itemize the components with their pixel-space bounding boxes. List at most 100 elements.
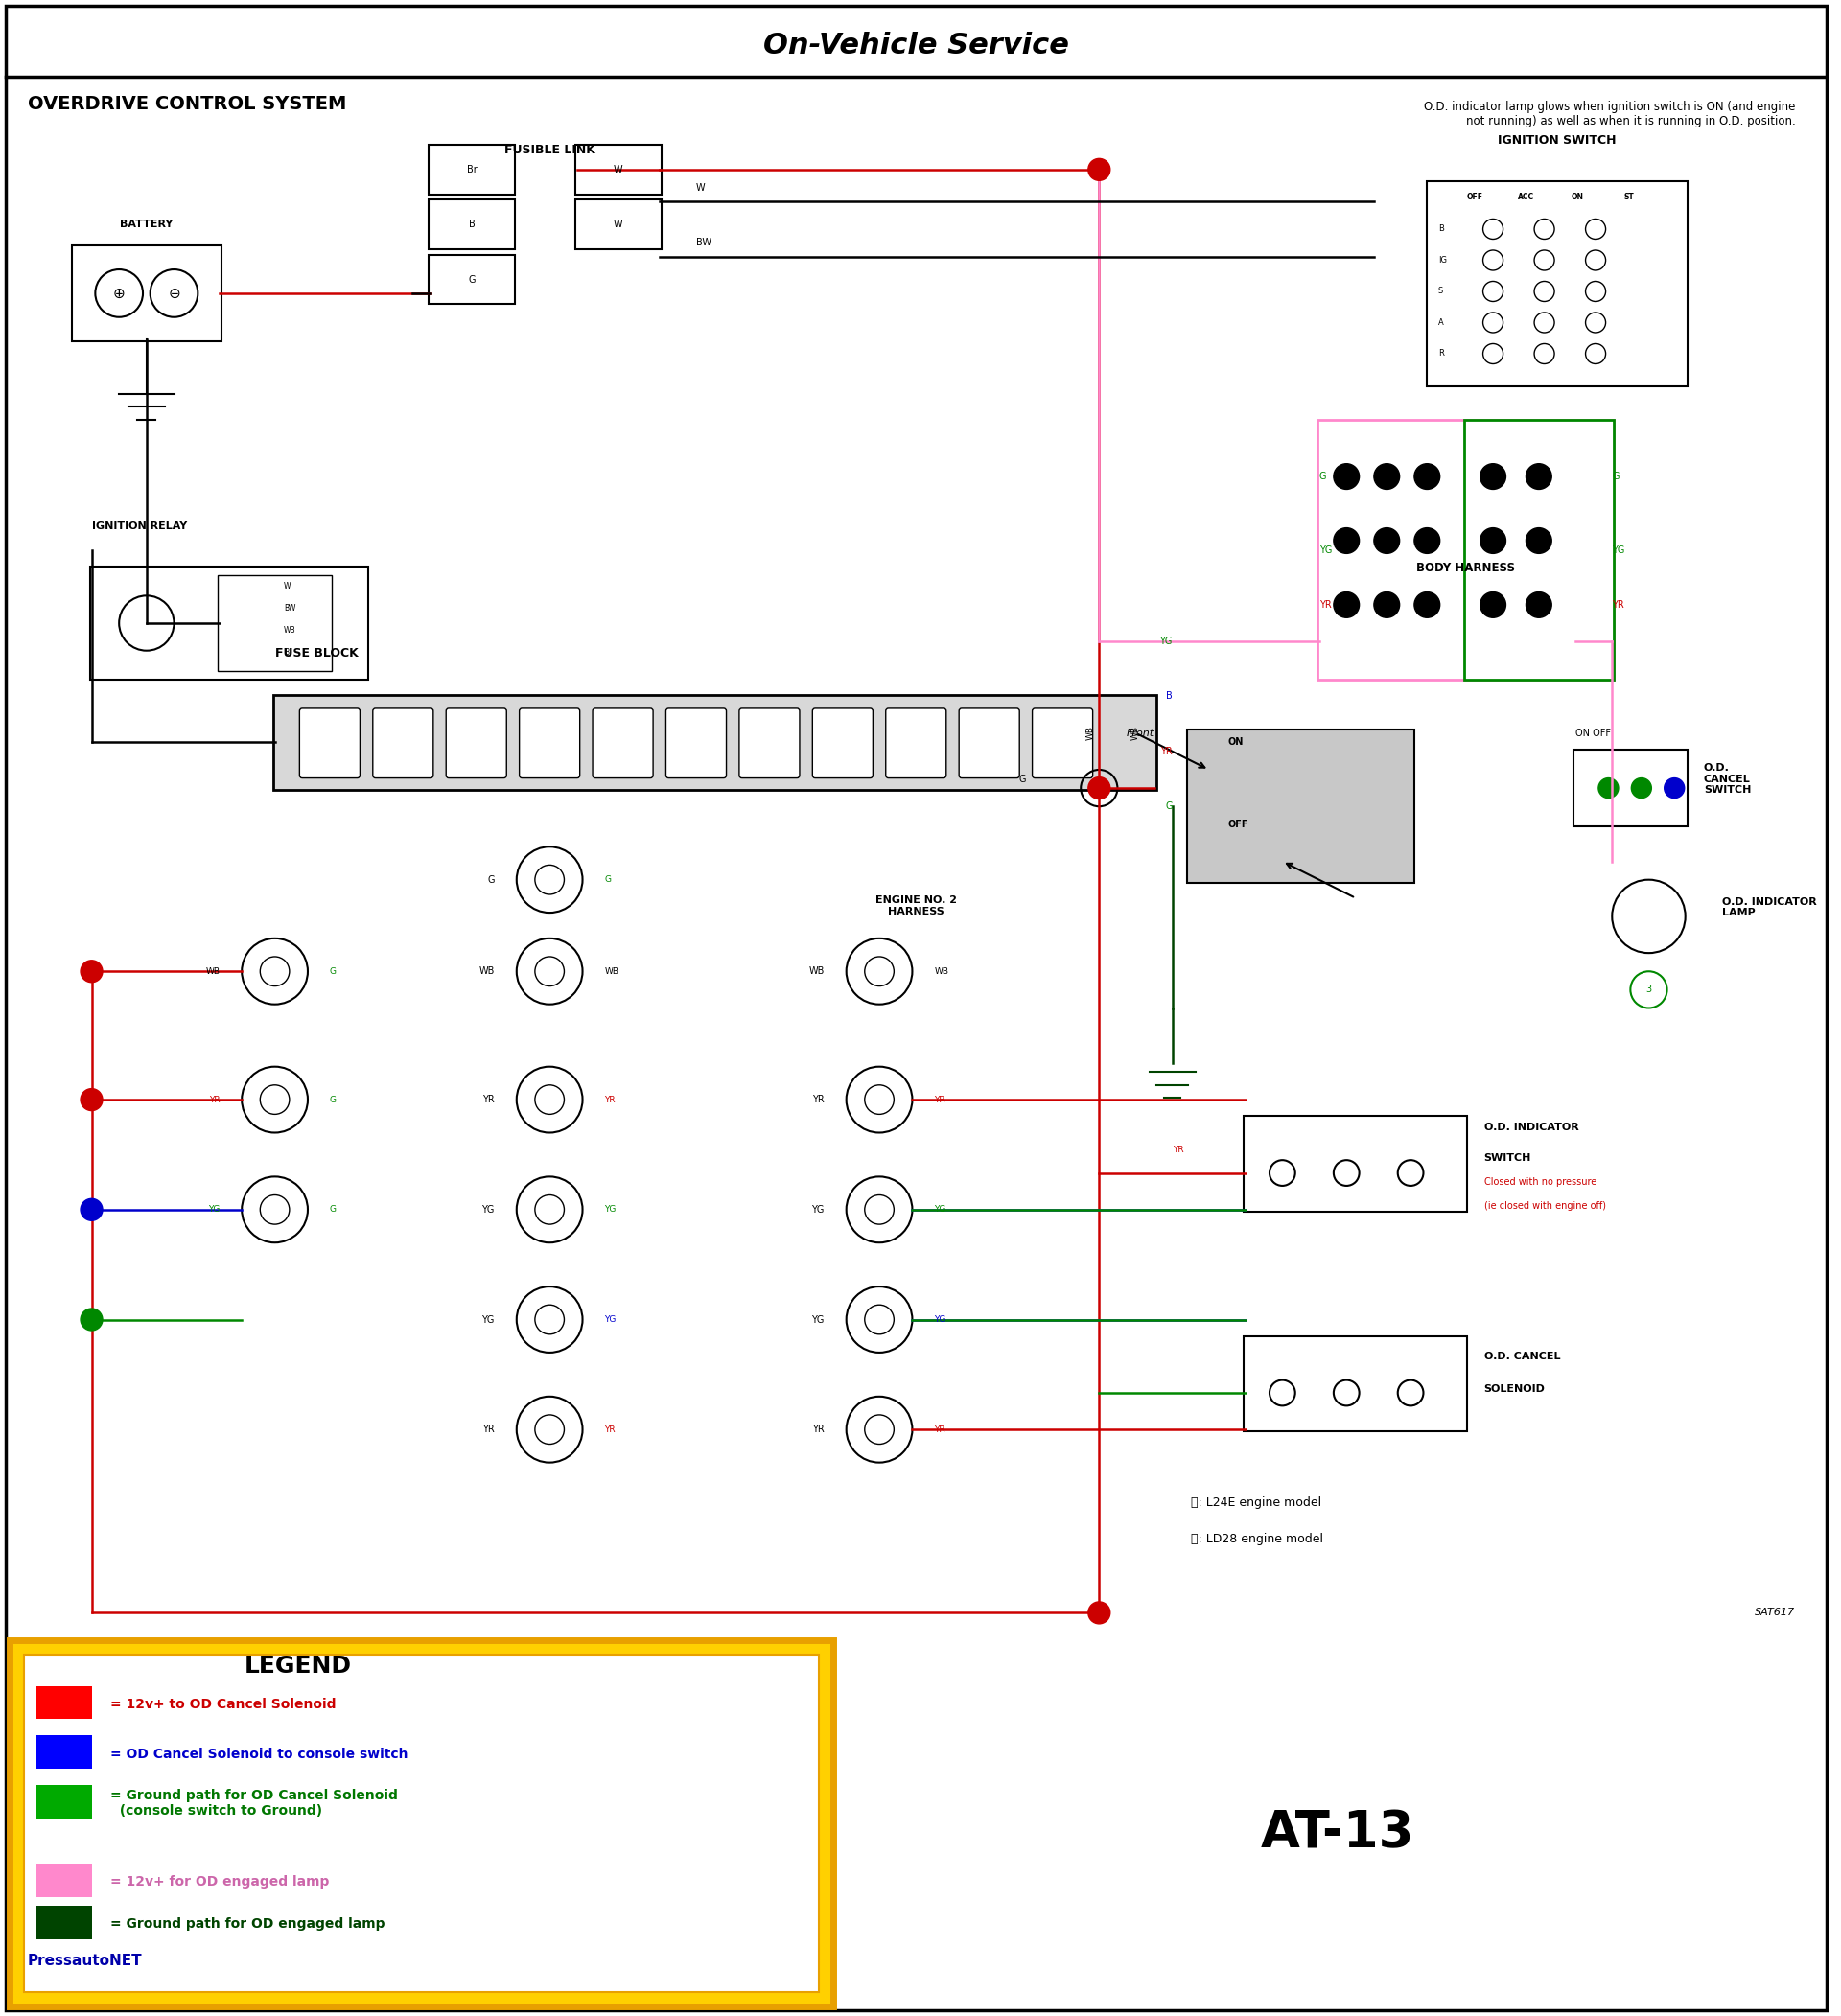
Text: YG: YG <box>482 1206 495 1214</box>
FancyBboxPatch shape <box>1316 419 1615 679</box>
FancyBboxPatch shape <box>886 708 946 778</box>
Text: YR: YR <box>482 1425 495 1433</box>
Text: WB: WB <box>206 968 219 976</box>
FancyBboxPatch shape <box>812 708 873 778</box>
Text: WB: WB <box>604 968 619 976</box>
Text: ON: ON <box>1570 192 1583 202</box>
Text: ⊕: ⊕ <box>112 286 125 300</box>
Text: YR: YR <box>482 1095 495 1105</box>
Text: W: W <box>613 220 622 230</box>
Text: YG: YG <box>1613 544 1626 554</box>
Text: ACC: ACC <box>1517 192 1534 202</box>
Circle shape <box>1088 1603 1110 1623</box>
Text: ST: ST <box>1624 192 1633 202</box>
FancyBboxPatch shape <box>666 708 727 778</box>
FancyBboxPatch shape <box>6 6 1826 2010</box>
Text: BODY HARNESS: BODY HARNESS <box>1416 562 1515 575</box>
FancyBboxPatch shape <box>593 708 654 778</box>
Circle shape <box>1664 778 1685 798</box>
Text: B: B <box>1165 691 1173 702</box>
Text: IG: IG <box>1438 256 1447 264</box>
Text: W: W <box>613 165 622 173</box>
Text: BATTERY: BATTERY <box>120 220 173 230</box>
Text: R: R <box>1438 349 1443 359</box>
Text: WB: WB <box>1086 726 1094 740</box>
Text: YR: YR <box>1318 601 1331 609</box>
FancyBboxPatch shape <box>24 1655 819 1992</box>
Text: YR: YR <box>1613 601 1624 609</box>
Text: Ⓡ: L24E engine model: Ⓡ: L24E engine model <box>1191 1496 1322 1510</box>
Text: YG: YG <box>933 1206 946 1214</box>
FancyBboxPatch shape <box>1427 181 1686 387</box>
FancyBboxPatch shape <box>37 1736 92 1768</box>
Text: B: B <box>1438 224 1443 234</box>
Text: AT-13: AT-13 <box>1261 1808 1414 1857</box>
Text: OFF: OFF <box>1228 821 1248 829</box>
Text: On-Vehicle Service: On-Vehicle Service <box>762 32 1070 60</box>
Text: YR: YR <box>208 1095 219 1105</box>
FancyBboxPatch shape <box>429 200 515 250</box>
Text: FUSIBLE LINK: FUSIBLE LINK <box>504 143 595 155</box>
Text: = 12v+ to OD Cancel Solenoid: = 12v+ to OD Cancel Solenoid <box>110 1697 335 1712</box>
Text: LEGEND: LEGEND <box>245 1655 352 1677</box>
Text: G: G <box>330 1206 337 1214</box>
Text: = Ground path for OD engaged lamp: = Ground path for OD engaged lamp <box>110 1917 385 1931</box>
Text: S: S <box>1438 286 1443 296</box>
Text: W: W <box>284 583 291 591</box>
Text: ENGINE NO. 2
HARNESS: ENGINE NO. 2 HARNESS <box>874 895 957 917</box>
Text: YG: YG <box>812 1314 825 1325</box>
Circle shape <box>1088 159 1110 181</box>
Text: Closed with no pressure: Closed with no pressure <box>1484 1177 1596 1187</box>
Text: YG: YG <box>208 1206 219 1214</box>
FancyBboxPatch shape <box>72 246 221 341</box>
Text: (ie closed with engine off): (ie closed with engine off) <box>1484 1202 1605 1212</box>
Text: = 12v+ for OD engaged lamp: = 12v+ for OD engaged lamp <box>110 1875 330 1889</box>
FancyBboxPatch shape <box>959 708 1020 778</box>
Text: = Ground path for OD Cancel Solenoid
  (console switch to Ground): = Ground path for OD Cancel Solenoid (co… <box>110 1788 398 1818</box>
FancyBboxPatch shape <box>446 708 506 778</box>
Circle shape <box>1526 464 1552 490</box>
Circle shape <box>1598 778 1618 798</box>
Circle shape <box>1414 528 1440 554</box>
Circle shape <box>1414 464 1440 490</box>
Text: YR: YR <box>933 1425 946 1433</box>
Circle shape <box>1333 528 1359 554</box>
Text: G: G <box>1018 774 1025 784</box>
Circle shape <box>81 1200 103 1220</box>
Text: 3: 3 <box>1646 986 1651 994</box>
Circle shape <box>1480 464 1506 490</box>
Text: YG: YG <box>1160 637 1173 647</box>
FancyBboxPatch shape <box>37 1905 92 1939</box>
Text: O.D. INDICATOR: O.D. INDICATOR <box>1484 1123 1578 1131</box>
Text: SAT617: SAT617 <box>1754 1609 1795 1617</box>
Text: A: A <box>1438 319 1443 327</box>
Text: ⓓ: LD28 engine model: ⓓ: LD28 engine model <box>1191 1534 1324 1546</box>
Circle shape <box>81 1308 103 1331</box>
Text: WB: WB <box>284 627 296 635</box>
Text: G: G <box>604 875 611 885</box>
FancyBboxPatch shape <box>1187 730 1414 883</box>
FancyBboxPatch shape <box>272 696 1156 790</box>
Text: YG: YG <box>812 1206 825 1214</box>
Circle shape <box>1373 593 1399 617</box>
Text: OFF: OFF <box>1467 192 1482 202</box>
FancyBboxPatch shape <box>519 708 580 778</box>
Circle shape <box>1526 528 1552 554</box>
FancyBboxPatch shape <box>9 1641 834 2006</box>
Text: YR: YR <box>812 1425 825 1433</box>
Text: G: G <box>468 274 475 284</box>
Text: ON OFF: ON OFF <box>1576 728 1611 738</box>
FancyBboxPatch shape <box>300 708 361 778</box>
Text: YG: YG <box>482 1314 495 1325</box>
Circle shape <box>1088 776 1110 798</box>
FancyBboxPatch shape <box>37 1685 92 1720</box>
FancyBboxPatch shape <box>37 1784 92 1818</box>
Text: W: W <box>696 183 705 192</box>
Circle shape <box>1373 528 1399 554</box>
Text: SWITCH: SWITCH <box>1484 1153 1532 1163</box>
Text: G: G <box>330 1095 337 1105</box>
Text: WB: WB <box>479 966 495 976</box>
Circle shape <box>81 960 103 982</box>
Text: YR: YR <box>604 1095 615 1105</box>
Text: B: B <box>284 647 289 657</box>
